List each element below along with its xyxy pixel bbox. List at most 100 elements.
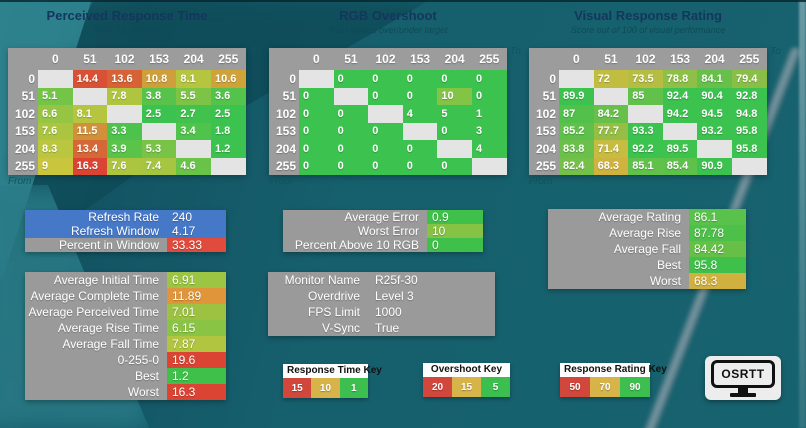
stat-label: Average Fall — [613, 242, 681, 256]
heatmap-cell: 3.4 — [176, 122, 211, 140]
stat-value: R25f-30 — [375, 273, 418, 287]
heatmap-blank-cell — [210, 157, 246, 175]
heatmap-cell: 92.8 — [731, 87, 767, 105]
heatmap-cell: 0 — [368, 157, 403, 175]
stat-label: Average Complete Time — [30, 289, 159, 303]
stat-value: 68.3 — [689, 273, 746, 289]
heatmap-cell: 73.5 — [628, 70, 663, 88]
heatmap-blank-cell — [731, 157, 767, 175]
heatmap-cell: 71.4 — [593, 140, 629, 158]
heatmap-blank-cell — [697, 140, 732, 158]
heatmap-cell: 85 — [628, 87, 663, 105]
heatmap-cell: 77.7 — [593, 122, 629, 140]
heatmap-cell: 7.8 — [107, 87, 142, 105]
heatmap-cell: 8.1 — [176, 70, 211, 88]
overshoot-key: Overshoot Key 20 15 5 — [423, 363, 510, 397]
monitor-info-panel: Monitor Name R25f-30 Overdrive Level 3 FPS L… — [268, 272, 495, 336]
stat-label: Average Rise — [609, 226, 681, 240]
heatmap-cell: 94.2 — [662, 105, 698, 123]
heatmap-cell: 1 — [471, 105, 507, 123]
stat-label: Average Rise Time — [57, 321, 159, 335]
key-cells: 50 70 90 — [560, 377, 650, 397]
stat-value: 86.1 — [689, 209, 746, 225]
stat-value: 84.42 — [689, 241, 746, 257]
heatmap-row-label: 255 — [8, 157, 38, 175]
heatmap-row-label: 204 — [269, 140, 299, 158]
heatmap-row-label: 204 — [8, 140, 38, 158]
stat-value: 19.6 — [167, 352, 226, 368]
heatmap-blank-cell — [662, 122, 698, 140]
heatmap-cell: 13.6 — [107, 70, 142, 88]
heatmap-header-cell: 255 — [731, 48, 767, 70]
key-cell: 50 — [560, 377, 590, 397]
heatmap-cell: 0 — [368, 87, 403, 105]
heatmap-row-label: 51 — [8, 87, 38, 105]
heatmap-blank-cell — [368, 105, 403, 123]
stat-value: 87.78 — [689, 225, 746, 241]
heatmap-row-label: 102 — [8, 105, 38, 123]
heatmap-row-label: 0 — [269, 70, 299, 88]
stat-label: Best — [656, 258, 681, 272]
heatmap-header-cell: 255 — [471, 48, 507, 70]
stat-row: Refresh Rate 240 — [25, 210, 226, 224]
axis-label-from: From — [269, 176, 293, 187]
heatmap-cell: 4.6 — [176, 157, 211, 175]
heatmap-cell: 0 — [299, 140, 334, 158]
key-title: Response Time Key — [283, 364, 382, 378]
heatmap-cell: 8.3 — [38, 140, 73, 158]
background-top-edge — [0, 0, 806, 2]
stat-label: Best — [134, 369, 159, 383]
stat-row: Average Fall 84.42 — [548, 241, 746, 257]
heatmap-blank-cell — [299, 70, 334, 88]
heatmap-header-cell: 51 — [333, 48, 369, 70]
heatmap-blank-cell — [141, 122, 177, 140]
stat-label: Overdrive — [307, 289, 360, 303]
heatmap-cell: 1.8 — [210, 122, 246, 140]
heatmap-cell: 0 — [402, 140, 438, 158]
stat-label: Worst — [649, 274, 681, 288]
osrtt-logo-stand — [738, 387, 748, 393]
heatmap-row-label: 153 — [8, 122, 38, 140]
heatmap-cell: 13.4 — [72, 140, 108, 158]
axis-label-to: To — [510, 46, 521, 57]
key-title: Response Rating Key — [560, 363, 667, 377]
heatmap-cell: 79.4 — [731, 70, 767, 88]
stat-value: 6.91 — [167, 272, 226, 288]
heatmap-blank-cell — [176, 140, 211, 158]
rating-stats-panel: Average Rating 86.1 Average Rise 87.78 Avera… — [548, 209, 746, 289]
heatmap-blank-cell — [559, 70, 594, 88]
stat-value: 11.89 — [167, 288, 226, 304]
response-time-stats-panel: Average Initial Time 6.91 Average Complete… — [25, 272, 226, 400]
heatmap-header-cell: 153 — [402, 48, 438, 70]
chart-subtitle: Score out of 100 of visual performance — [570, 25, 726, 35]
key-cell: 10 — [311, 378, 340, 398]
chart-title: RGB Overshoot — [339, 8, 437, 23]
heatmap-row-label: 51 — [269, 87, 299, 105]
heatmap-cell: 7.4 — [141, 157, 177, 175]
heatmap-cell: 0 — [402, 157, 438, 175]
heatmap-cell: 95.8 — [731, 140, 767, 158]
heatmap-cell: 2.7 — [176, 105, 211, 123]
stat-label: Average Rating — [598, 210, 682, 224]
stat-value: 33.33 — [167, 238, 226, 252]
axis-label-from: From — [8, 176, 32, 187]
heatmap-cell: 93.3 — [628, 122, 663, 140]
heatmap-cell: 0 — [437, 122, 472, 140]
stat-value: 10 — [427, 224, 483, 238]
heatmap-blank-cell — [402, 122, 438, 140]
heatmap-cell: 0 — [333, 157, 369, 175]
heatmap-block-rgb-overshoot: RGB Overshoot RGB values over/under targ… — [269, 6, 521, 187]
heatmap-cell: 0 — [437, 157, 472, 175]
refresh-stats-panel: Refresh Rate 240 Refresh Window 4.17 Percent… — [25, 210, 226, 252]
chart-title: Visual Response Rating — [574, 8, 722, 23]
key-cell: 15 — [452, 377, 481, 397]
stat-value: 4.17 — [172, 224, 196, 238]
heatmap-cell: 3 — [471, 122, 507, 140]
heatmap-cell: 8.1 — [72, 105, 108, 123]
heatmap-cell: 0 — [333, 122, 369, 140]
heatmap-cell: 85.4 — [662, 157, 698, 175]
heatmap-header-cell: 102 — [368, 48, 403, 70]
heatmap-cell: 3.9 — [107, 140, 142, 158]
stat-label: Refresh Window — [70, 224, 159, 238]
